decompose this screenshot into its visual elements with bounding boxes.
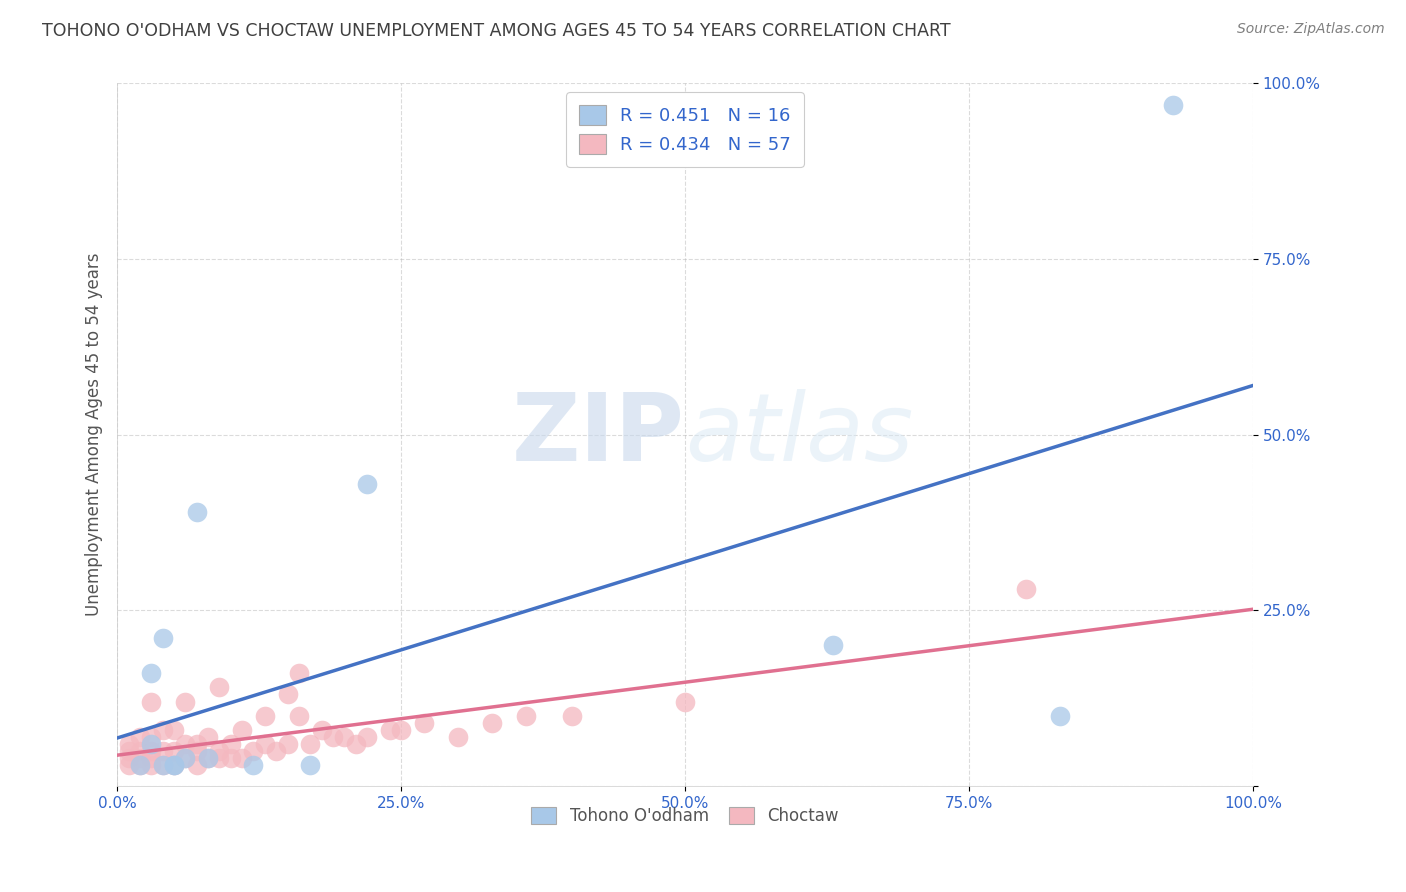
Text: ZIP: ZIP — [512, 389, 685, 481]
Point — [186, 505, 208, 519]
Point — [174, 694, 197, 708]
Point — [117, 744, 139, 758]
Point — [197, 750, 219, 764]
Point — [322, 730, 344, 744]
Point — [208, 681, 231, 695]
Point — [389, 723, 412, 737]
Point — [1163, 97, 1185, 112]
Point — [152, 744, 174, 758]
Point — [821, 638, 844, 652]
Point — [231, 750, 253, 764]
Point — [481, 715, 503, 730]
Point — [117, 757, 139, 772]
Point — [129, 744, 152, 758]
Point — [129, 757, 152, 772]
Point — [288, 708, 311, 723]
Legend: Tohono O'odham, Choctaw: Tohono O'odham, Choctaw — [523, 799, 846, 834]
Text: atlas: atlas — [685, 389, 914, 480]
Point — [515, 708, 537, 723]
Point — [129, 750, 152, 764]
Point — [152, 723, 174, 737]
Text: Source: ZipAtlas.com: Source: ZipAtlas.com — [1237, 22, 1385, 37]
Point — [242, 744, 264, 758]
Point — [163, 723, 186, 737]
Point — [163, 757, 186, 772]
Point — [152, 632, 174, 646]
Point — [673, 694, 696, 708]
Point — [560, 708, 582, 723]
Point — [174, 737, 197, 751]
Point — [117, 737, 139, 751]
Point — [356, 730, 378, 744]
Point — [219, 737, 242, 751]
Point — [219, 750, 242, 764]
Point — [208, 744, 231, 758]
Point — [311, 723, 333, 737]
Point — [378, 723, 401, 737]
Point — [152, 757, 174, 772]
Point — [197, 750, 219, 764]
Point — [277, 688, 299, 702]
Point — [1049, 708, 1071, 723]
Point — [174, 750, 197, 764]
Point — [231, 723, 253, 737]
Point — [412, 715, 434, 730]
Point — [277, 737, 299, 751]
Point — [299, 737, 322, 751]
Point — [1015, 582, 1038, 596]
Point — [242, 757, 264, 772]
Point — [264, 744, 287, 758]
Point — [253, 737, 276, 751]
Point — [141, 694, 163, 708]
Point — [208, 750, 231, 764]
Point — [163, 757, 186, 772]
Point — [186, 757, 208, 772]
Point — [141, 730, 163, 744]
Point — [129, 730, 152, 744]
Point — [152, 757, 174, 772]
Point — [141, 744, 163, 758]
Point — [333, 730, 356, 744]
Point — [141, 757, 163, 772]
Point — [186, 737, 208, 751]
Point — [141, 750, 163, 764]
Point — [356, 476, 378, 491]
Point — [129, 757, 152, 772]
Point — [163, 744, 186, 758]
Point — [197, 730, 219, 744]
Point — [344, 737, 367, 751]
Point — [117, 750, 139, 764]
Y-axis label: Unemployment Among Ages 45 to 54 years: Unemployment Among Ages 45 to 54 years — [86, 252, 103, 616]
Text: TOHONO O'ODHAM VS CHOCTAW UNEMPLOYMENT AMONG AGES 45 TO 54 YEARS CORRELATION CHA: TOHONO O'ODHAM VS CHOCTAW UNEMPLOYMENT A… — [42, 22, 950, 40]
Point — [141, 666, 163, 681]
Point — [299, 757, 322, 772]
Point — [288, 666, 311, 681]
Point — [174, 750, 197, 764]
Point — [253, 708, 276, 723]
Point — [447, 730, 470, 744]
Point — [141, 737, 163, 751]
Point — [163, 757, 186, 772]
Point — [186, 744, 208, 758]
